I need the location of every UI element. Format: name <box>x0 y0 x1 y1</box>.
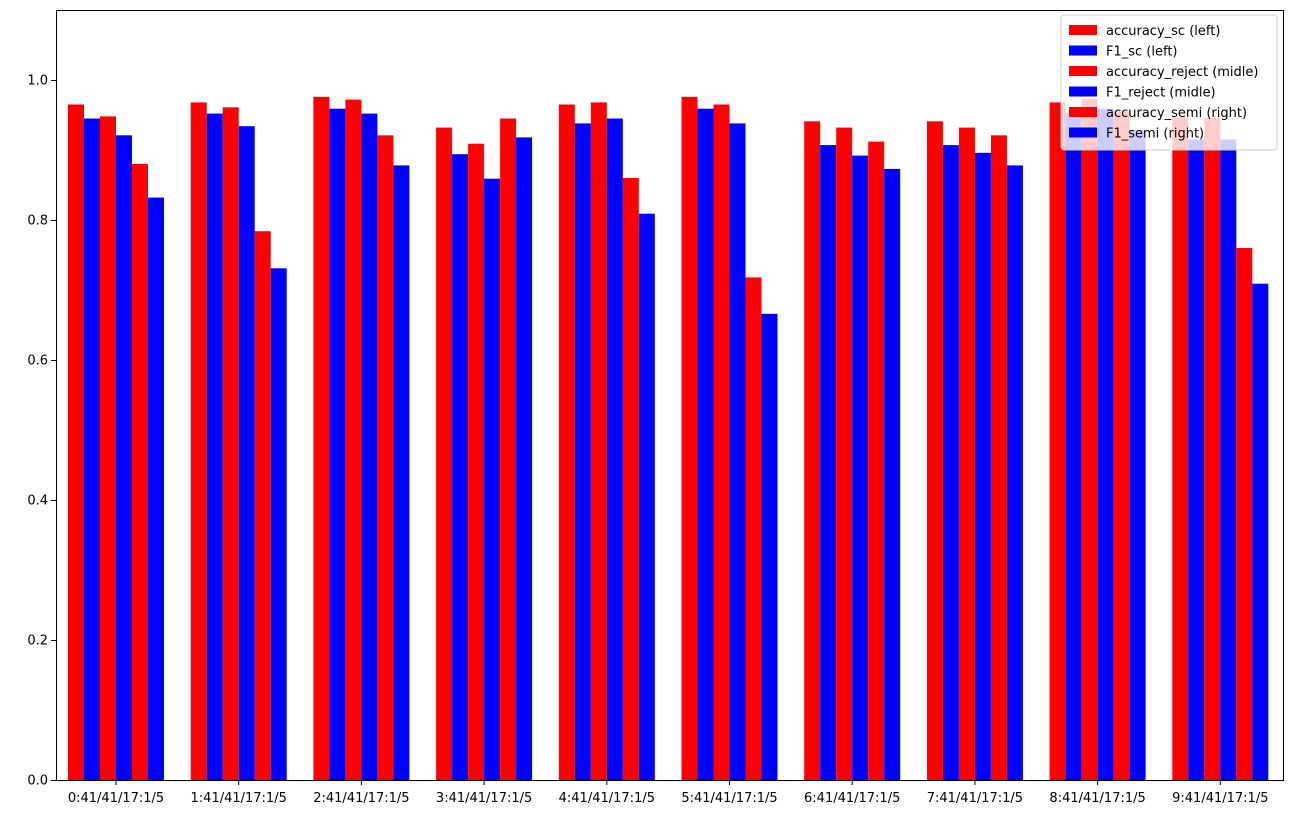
bar <box>1236 248 1253 780</box>
bar <box>132 164 148 780</box>
y-tick-label: 0.6 <box>27 354 48 369</box>
bar <box>468 143 485 780</box>
bar <box>804 121 821 781</box>
bar <box>958 127 975 781</box>
bar <box>116 135 132 781</box>
legend-swatch <box>1069 86 1097 97</box>
bars-layer <box>68 96 1269 781</box>
legend: accuracy_sc (left) F1_sc (left) accuracy_r… <box>1060 14 1278 151</box>
x-tick-label: 4:41/41/17:1/5 <box>559 791 655 806</box>
bar <box>836 127 853 781</box>
legend-box <box>1060 14 1278 151</box>
bar <box>222 107 239 781</box>
bar <box>313 96 330 781</box>
legend-label: accuracy_sc (left) <box>1106 24 1220 39</box>
bar <box>1252 283 1269 780</box>
legend-label: accuracy_reject (midle) <box>1106 65 1258 80</box>
bar <box>1129 130 1146 780</box>
bar <box>1097 108 1114 780</box>
bar <box>868 141 885 781</box>
bar <box>1006 165 1023 780</box>
bar <box>942 145 959 781</box>
bar <box>820 145 837 781</box>
bar <box>206 113 223 781</box>
y-tick-label: 0.0 <box>27 774 48 789</box>
y-tick-label: 0.4 <box>27 494 48 509</box>
bar <box>884 168 901 780</box>
legend-swatch <box>1069 45 1097 56</box>
bar <box>329 108 346 780</box>
y-axis: 0.0 0.2 0.4 0.6 0.8 1.0 <box>27 74 56 789</box>
bar <box>926 121 943 781</box>
bar <box>745 277 762 780</box>
bar <box>270 268 287 780</box>
bar <box>713 104 730 780</box>
bar <box>484 178 501 780</box>
bar <box>393 165 410 780</box>
x-tick-label: 1:41/41/17:1/5 <box>191 791 287 806</box>
bar <box>1220 139 1237 780</box>
bar <box>254 231 271 780</box>
bar <box>190 102 207 780</box>
x-tick-label: 5:41/41/17:1/5 <box>681 791 777 806</box>
legend-label: F1_semi (right) <box>1106 127 1204 142</box>
legend-swatch <box>1069 25 1097 35</box>
bar <box>697 108 714 780</box>
bar <box>1113 111 1130 780</box>
bar <box>452 154 469 780</box>
x-tick-label: 2:41/41/17:1/5 <box>313 791 409 806</box>
x-axis: 0:41/41/17:1/5 1:41/41/17:1/5 2:41/41/17:1… <box>68 780 1268 806</box>
legend-swatch <box>1069 107 1097 117</box>
bar <box>622 178 639 780</box>
legend-label: F1_sc (left) <box>1106 45 1178 60</box>
bar <box>100 116 116 780</box>
bar <box>729 123 746 780</box>
x-tick-label: 0:41/41/17:1/5 <box>68 791 164 806</box>
bar <box>436 127 453 781</box>
bar <box>990 135 1007 781</box>
bar <box>1049 102 1066 780</box>
bar <box>852 155 869 781</box>
bar <box>84 118 100 780</box>
bar <box>377 135 394 781</box>
bar <box>1188 139 1205 780</box>
bar <box>638 213 655 780</box>
x-tick-label: 8:41/41/17:1/5 <box>1049 791 1145 806</box>
bar <box>148 197 164 781</box>
x-tick-label: 6:41/41/17:1/5 <box>804 791 900 806</box>
legend-swatch <box>1069 127 1097 138</box>
bar <box>361 113 378 781</box>
bar <box>1172 117 1189 781</box>
bar <box>1065 113 1082 781</box>
bar <box>761 313 778 780</box>
bar <box>606 118 623 780</box>
bar <box>500 118 517 780</box>
bar <box>68 104 84 780</box>
bar <box>558 104 575 780</box>
x-tick-label: 7:41/41/17:1/5 <box>927 791 1023 806</box>
legend-swatch <box>1069 66 1097 76</box>
x-tick-label: 3:41/41/17:1/5 <box>436 791 532 806</box>
legend-label: accuracy_semi (right) <box>1106 106 1247 121</box>
bar <box>574 123 591 780</box>
plot-frame <box>56 10 1284 781</box>
bar <box>1081 98 1098 780</box>
bar <box>238 126 255 780</box>
y-tick-label: 1.0 <box>27 74 48 89</box>
bar <box>974 152 991 781</box>
y-tick-label: 0.8 <box>27 214 48 229</box>
legend-label: F1_reject (midle) <box>1106 86 1216 101</box>
bar <box>681 96 698 781</box>
y-tick-label: 0.2 <box>27 634 48 649</box>
bar <box>1204 117 1221 781</box>
bar <box>345 99 362 781</box>
bar <box>590 102 607 780</box>
bar <box>516 137 533 780</box>
x-tick-label: 9:41/41/17:1/5 <box>1172 791 1268 806</box>
